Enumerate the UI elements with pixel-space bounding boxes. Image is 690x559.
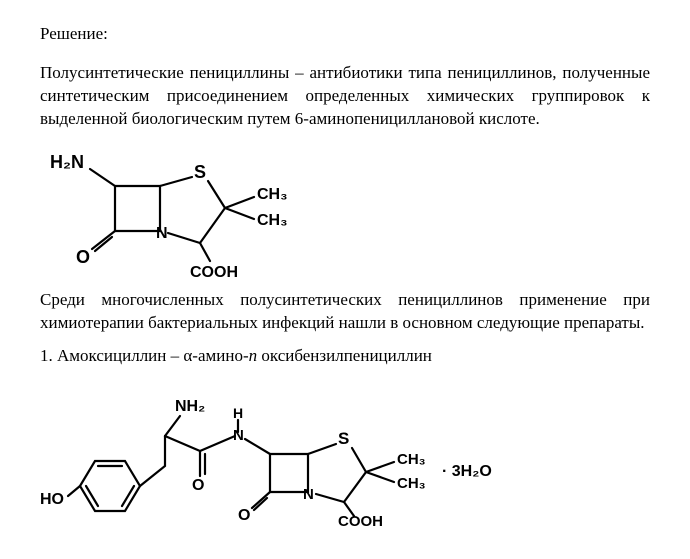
- label2-hydrate: · 3H₂O: [442, 463, 492, 480]
- paragraph-1: Полусинтетические пенициллины – антибиот…: [40, 62, 650, 131]
- solution-heading: Решение:: [40, 24, 650, 44]
- label-s: S: [194, 162, 206, 182]
- structure-amoxicillin-svg: HO NH₂ H N O O N S CH₃ CH₃ COOH · 3H₂O: [40, 376, 520, 526]
- label-ch3-a: CH₃: [257, 186, 288, 203]
- structure-6apa: H₂N S N O CH₃ CH₃ COOH: [40, 141, 650, 281]
- label-cooh: COOH: [190, 264, 238, 281]
- label-h2n: H₂N: [50, 152, 84, 172]
- item-1: 1. Амоксициллин – α-амино-п оксибензилпе…: [40, 345, 650, 368]
- page-root: Решение: Полусинтетические пенициллины –…: [0, 0, 690, 554]
- label2-o2: O: [238, 507, 250, 524]
- item-1-pre: 1. Амоксициллин – α-амино-: [40, 346, 249, 365]
- label-n-ring: N: [156, 225, 168, 242]
- label2-h: H: [233, 405, 243, 421]
- structure-amoxicillin: HO NH₂ H N O O N S CH₃ CH₃ COOH · 3H₂O: [40, 376, 650, 526]
- label-o: O: [76, 247, 90, 267]
- item-1-ital: п: [249, 346, 258, 365]
- label2-cooh: COOH: [338, 513, 383, 526]
- label2-ho: HO: [40, 491, 64, 508]
- label2-ch3a: CH₃: [397, 451, 426, 468]
- item-1-post: оксибензилпенициллин: [257, 346, 432, 365]
- structure-6apa-svg: H₂N S N O CH₃ CH₃ COOH: [40, 141, 300, 281]
- paragraph-2: Среди многочисленных полусинтетических п…: [40, 289, 650, 335]
- label2-o1: O: [192, 477, 204, 494]
- label2-n-amide: N: [233, 427, 244, 444]
- label-ch3-b: CH₃: [257, 212, 288, 229]
- label2-s: S: [338, 429, 349, 448]
- label2-nh2: NH₂: [175, 398, 205, 415]
- label2-ch3b: CH₃: [397, 475, 426, 492]
- label2-n-ring: N: [303, 486, 314, 503]
